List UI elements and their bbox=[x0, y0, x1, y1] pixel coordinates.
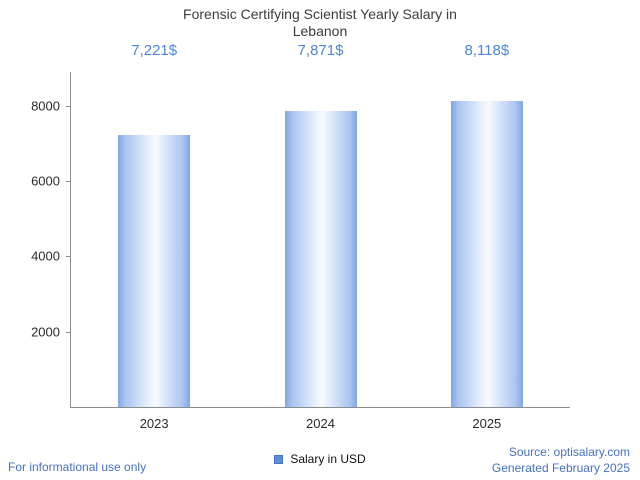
legend-label: Salary in USD bbox=[290, 452, 366, 466]
value-label-2023: 7,221$ bbox=[131, 42, 178, 59]
legend-swatch-icon bbox=[274, 454, 284, 464]
source-link[interactable]: Source: optisalary.com bbox=[508, 445, 630, 459]
y-axis-tick-label-2000: 2000 bbox=[31, 324, 60, 340]
y-axis-tick-mark bbox=[66, 331, 71, 333]
bar-2023 bbox=[118, 135, 191, 407]
generated-date: Generated February 2025 bbox=[491, 461, 630, 475]
x-axis-label-2024: 2024 bbox=[306, 416, 335, 431]
bar-2025 bbox=[450, 101, 523, 407]
y-axis-tick-label-4000: 4000 bbox=[31, 248, 60, 264]
x-axis-label-2023: 2023 bbox=[139, 416, 169, 431]
value-label-2024: 7,871$ bbox=[297, 42, 344, 59]
legend: Salary in USD bbox=[0, 452, 640, 466]
y-axis-tick-mark bbox=[66, 256, 71, 258]
value-label-2025: 8,118$ bbox=[464, 42, 510, 59]
plot-area: 7,221$ 2023 7,871$ 2024 8,118$ 2025 2000 4000 60… bbox=[31, 42, 570, 431]
x-axis-label-2025: 2025 bbox=[472, 416, 502, 431]
bar-2024 bbox=[284, 110, 357, 407]
y-axis-tick-label-8000: 8000 bbox=[31, 98, 60, 114]
source-block: Source: optisalary.com Generated Februar… bbox=[492, 444, 630, 476]
chart-title: Forensic Certifying Scientist Yearly Sal… bbox=[183, 6, 457, 39]
y-axis-tick-label-6000: 6000 bbox=[31, 173, 60, 189]
y-axis-tick-mark bbox=[66, 181, 71, 183]
y-axis-tick-mark bbox=[66, 105, 71, 107]
informational-note: For informational use only bbox=[8, 460, 147, 474]
